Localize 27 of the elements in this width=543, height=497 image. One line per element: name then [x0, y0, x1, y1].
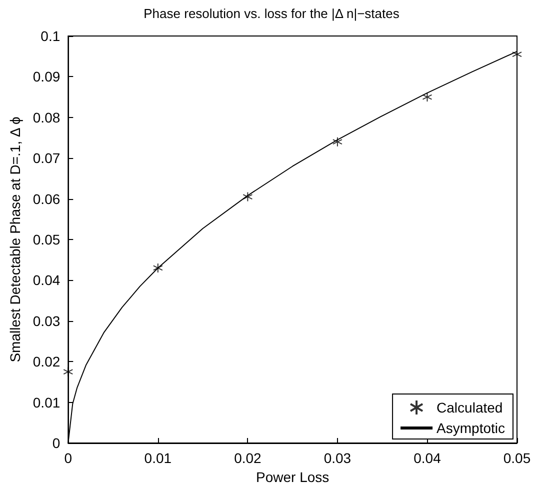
x-tick-label: 0.02 [234, 450, 262, 466]
y-tick-label: 0.01 [32, 394, 60, 410]
x-tick-label: 0.05 [503, 450, 531, 466]
y-tick-label: 0.08 [32, 109, 60, 126]
x-axis-title: Power Loss [256, 468, 330, 485]
point [242, 192, 253, 202]
y-tick-label: 0 [52, 435, 60, 451]
y-tick-label: 0.09 [32, 68, 60, 85]
point [332, 136, 342, 147]
point [63, 366, 74, 377]
y-tick-label: 0.03 [32, 312, 60, 329]
y-tick-label: 0.1 [40, 28, 60, 44]
legend-label: Asymptotic [436, 420, 506, 436]
x-tick-label: 0.04 [414, 450, 442, 466]
x-tick-label: 0.01 [144, 450, 172, 466]
y-tick-label: 0.07 [32, 150, 60, 166]
y-tick-label: 0.02 [32, 354, 60, 370]
point [422, 92, 432, 102]
y-axis-title: Smallest Detectable Phase at D=.1, Δ ϕ [7, 116, 23, 362]
x-tick-label: 0.03 [324, 450, 352, 466]
y-tick-label: 0.06 [32, 190, 60, 207]
x-tick-label: 0 [64, 450, 72, 466]
y-tick-label: 0.04 [32, 272, 60, 288]
point [152, 262, 163, 273]
legend-label: Calculated [436, 400, 503, 416]
y-tick-label: 0.05 [32, 232, 60, 248]
chart-title: Phase resolution vs. loss for the |Δ n|−states [144, 6, 400, 21]
